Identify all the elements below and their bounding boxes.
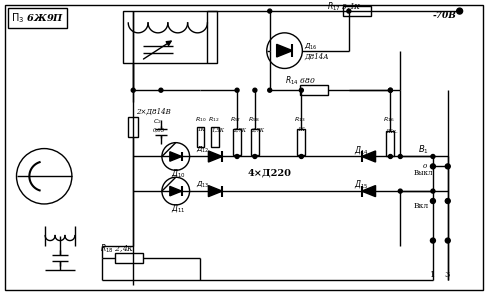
- Text: 3: 3: [445, 271, 450, 279]
- Bar: [211, 127, 219, 147]
- Polygon shape: [208, 186, 222, 197]
- Bar: [8, 8, 67, 28]
- Text: 1К: 1К: [297, 127, 305, 132]
- Text: 1: 1: [430, 271, 435, 279]
- Text: $R_{18}$ 2,4К: $R_{18}$ 2,4К: [100, 242, 135, 255]
- Polygon shape: [362, 151, 376, 162]
- Text: Д814А: Д814А: [305, 53, 329, 60]
- Circle shape: [388, 154, 392, 159]
- Bar: [128, 117, 138, 137]
- Circle shape: [430, 199, 435, 204]
- Text: Вкл: Вкл: [413, 202, 428, 210]
- Text: $R_{16}$: $R_{16}$: [384, 115, 395, 124]
- Text: $R_{12}$: $R_{12}$: [208, 115, 220, 124]
- Text: $Д_{11}$: $Д_{11}$: [171, 202, 185, 214]
- Circle shape: [267, 33, 303, 68]
- Bar: [233, 129, 241, 154]
- Circle shape: [445, 238, 450, 243]
- Text: 1,5К: 1,5К: [211, 127, 224, 132]
- Text: $R_{57}$: $R_{57}$: [230, 115, 241, 124]
- Circle shape: [431, 154, 435, 159]
- Circle shape: [268, 88, 272, 92]
- Text: 1К: 1К: [198, 127, 205, 132]
- Circle shape: [253, 88, 257, 92]
- Bar: [297, 129, 305, 154]
- Text: $В_1$: $В_1$: [418, 143, 429, 156]
- Text: 2×Д814В: 2×Д814В: [136, 108, 171, 116]
- Circle shape: [430, 164, 435, 169]
- Polygon shape: [277, 44, 292, 57]
- Circle shape: [131, 88, 135, 92]
- Text: $Д_{15}$: $Д_{15}$: [354, 178, 368, 190]
- Polygon shape: [170, 152, 182, 161]
- Text: 1Кк.: 1Кк.: [386, 129, 398, 134]
- Bar: [251, 129, 259, 154]
- Circle shape: [162, 177, 190, 205]
- Text: $Д_{14}$: $Д_{14}$: [354, 144, 368, 156]
- Text: $R_{17}$ 5,1К: $R_{17}$ 5,1К: [327, 1, 362, 13]
- Circle shape: [347, 9, 351, 13]
- Circle shape: [431, 189, 435, 193]
- Circle shape: [235, 154, 239, 159]
- Text: -70В: -70В: [433, 11, 457, 20]
- Bar: [197, 127, 204, 147]
- Circle shape: [445, 199, 450, 204]
- Bar: [115, 253, 143, 263]
- Circle shape: [300, 154, 304, 159]
- Text: $R_{14}$ 680: $R_{14}$ 680: [285, 74, 316, 86]
- Bar: [343, 6, 370, 16]
- Text: $Д_{16}$: $Д_{16}$: [305, 42, 318, 51]
- Circle shape: [235, 88, 239, 92]
- Polygon shape: [362, 186, 376, 197]
- Circle shape: [398, 189, 402, 193]
- Circle shape: [457, 8, 463, 14]
- Text: $Д_{10}$: $Д_{10}$: [171, 167, 185, 179]
- Bar: [386, 131, 394, 157]
- Bar: [301, 85, 328, 95]
- Text: $R_{10}$: $R_{10}$: [195, 115, 206, 124]
- Text: $C_2$: $C_2$: [153, 117, 162, 126]
- Text: 0,05: 0,05: [153, 127, 165, 132]
- Text: 2,7К: 2,7К: [233, 127, 246, 132]
- Circle shape: [253, 154, 257, 159]
- Circle shape: [430, 238, 435, 243]
- Circle shape: [388, 88, 392, 92]
- Text: 4×Д220: 4×Д220: [248, 169, 292, 178]
- Circle shape: [159, 88, 163, 92]
- Circle shape: [445, 164, 450, 169]
- Text: $Д_{13}$: $Д_{13}$: [196, 180, 209, 189]
- Text: 2,7К: 2,7К: [251, 127, 264, 132]
- Circle shape: [268, 9, 272, 13]
- Text: $R_{13}$: $R_{13}$: [294, 115, 306, 124]
- Circle shape: [398, 154, 402, 159]
- Text: Выкл: Выкл: [413, 169, 433, 177]
- Text: $Д_{12}$: $Д_{12}$: [196, 145, 209, 154]
- Bar: [123, 11, 217, 62]
- Polygon shape: [170, 186, 182, 196]
- Text: о: о: [423, 162, 427, 170]
- Circle shape: [388, 88, 392, 92]
- Polygon shape: [208, 151, 222, 162]
- Circle shape: [162, 142, 190, 170]
- Text: $\Pi_3$ 6Ж9П: $\Pi_3$ 6Ж9П: [11, 11, 64, 25]
- Text: $R_{58}$: $R_{58}$: [248, 115, 260, 124]
- Circle shape: [300, 88, 304, 92]
- Circle shape: [17, 149, 72, 204]
